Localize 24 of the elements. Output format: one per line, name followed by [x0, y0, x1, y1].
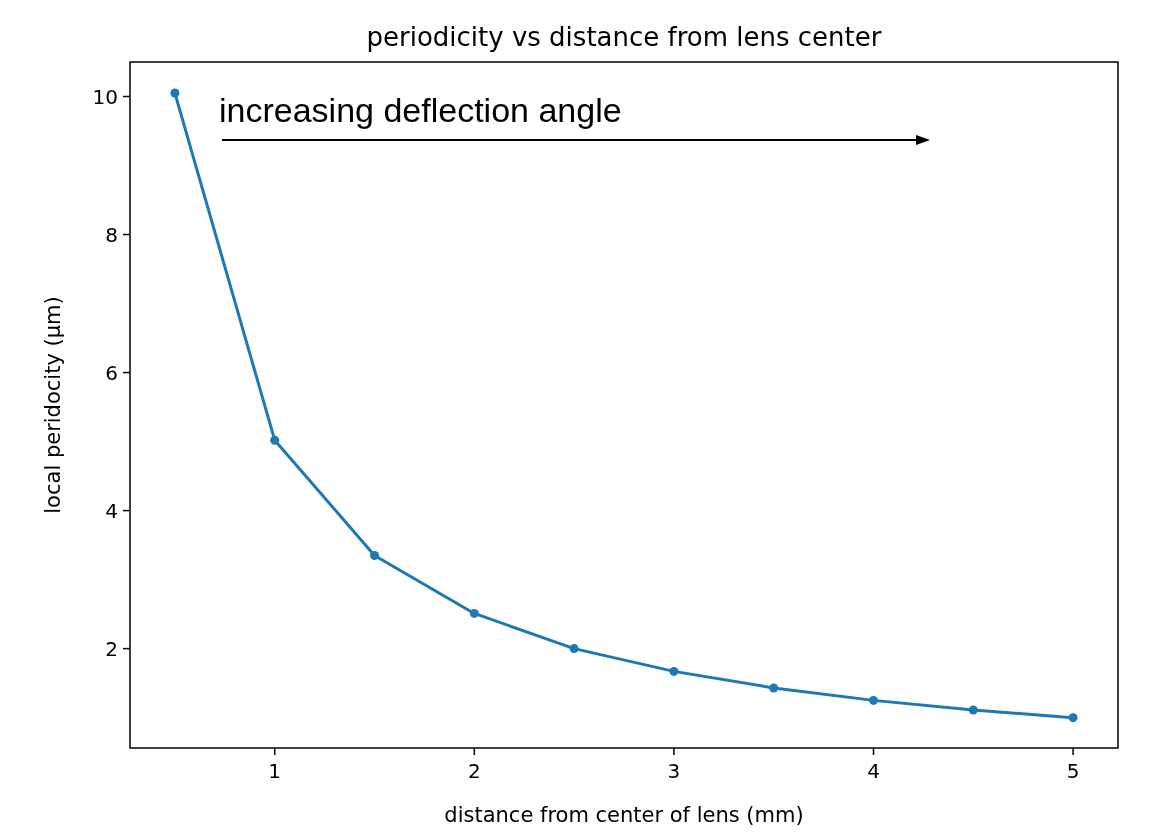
y-axis-title: local peridocity (μm): [41, 296, 65, 514]
x-tick-label: 5: [1066, 759, 1080, 783]
point: [968, 705, 978, 715]
point: [869, 695, 878, 705]
point: [469, 608, 479, 618]
y-tick-label: 10: [92, 84, 118, 109]
x-tick-label: 4: [867, 759, 880, 783]
y-tick-label: 2: [105, 636, 118, 661]
point: [370, 550, 380, 560]
y-tick-label: 4: [105, 498, 118, 523]
point: [1068, 713, 1078, 723]
point: [270, 435, 280, 445]
x-tick-label: 1: [268, 759, 282, 783]
point: [170, 88, 180, 98]
chart-title: periodicity vs distance from lens center: [366, 22, 882, 52]
point: [569, 644, 579, 654]
x-tick-label: 3: [667, 759, 681, 783]
point: [769, 683, 779, 693]
annotation: increasing deflection angle: [219, 91, 622, 129]
y-tick-label: 8: [105, 222, 118, 247]
point: [669, 666, 679, 676]
y-tick-label: 6: [105, 360, 118, 385]
x-tick-label: 2: [467, 759, 481, 783]
x-axis-title: distance from center of lens (mm): [444, 803, 804, 827]
